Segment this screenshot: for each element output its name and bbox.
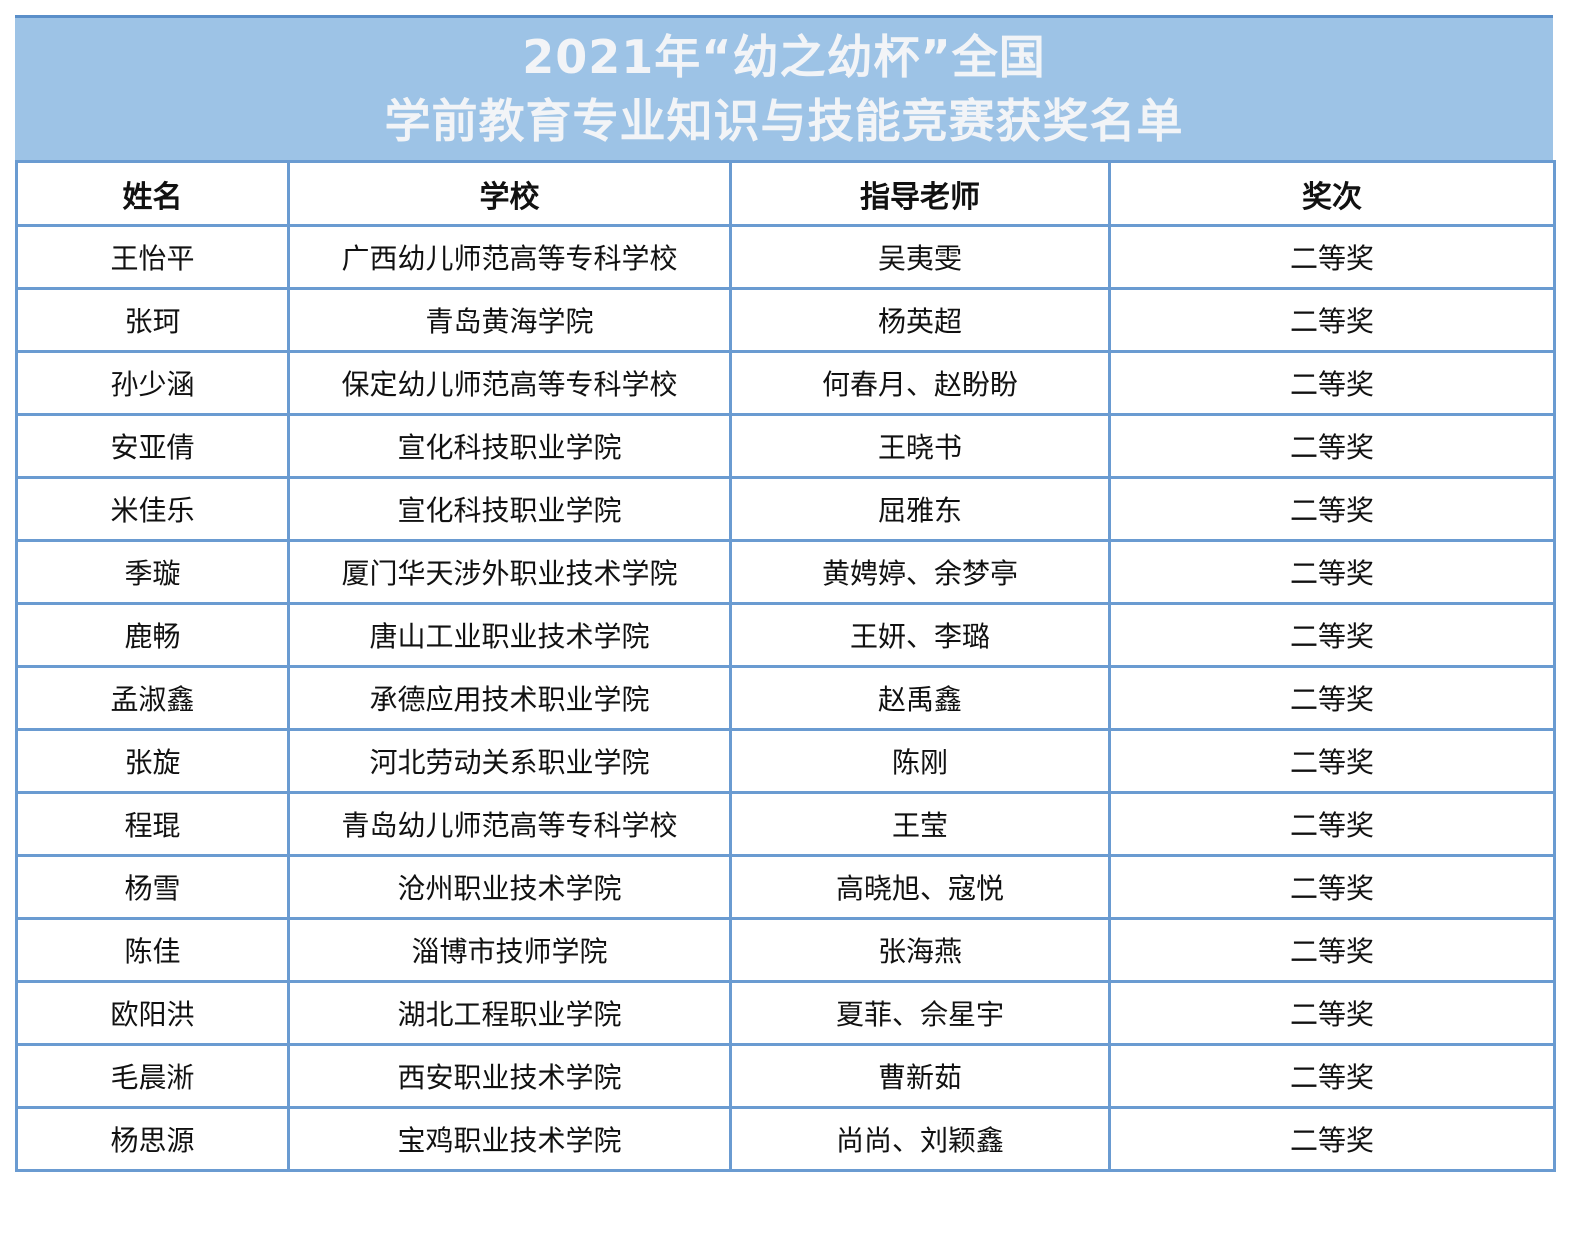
table-row: 张旋 河北劳动关系职业学院 陈刚 二等奖 (15, 728, 1556, 794)
cell-advisor: 王妍、李璐 (729, 602, 1111, 668)
cell-award: 二等奖 (1108, 728, 1556, 794)
cell-name: 张旋 (15, 728, 290, 794)
cell-school: 宣化科技职业学院 (287, 476, 732, 542)
cell-award: 二等奖 (1108, 665, 1556, 731)
cell-advisor: 杨英超 (729, 287, 1111, 353)
table-row: 孙少涵 保定幼儿师范高等专科学校 何春月、赵盼盼 二等奖 (15, 350, 1556, 416)
title-line-1: 2021年“幼之幼杯”全国 (522, 30, 1046, 84)
table-row: 安亚倩 宣化科技职业学院 王晓书 二等奖 (15, 413, 1556, 479)
table-row: 毛晨淅 西安职业技术学院 曹新茹 二等奖 (15, 1043, 1556, 1109)
award-table: 姓名 学校 指导老师 奖次 王怡平 广西幼儿师范高等专科学校 吴夷雯 二等奖 张珂 青岛黄海学院… (15, 160, 1556, 1172)
cell-school: 湖北工程职业学院 (287, 980, 732, 1046)
cell-school: 保定幼儿师范高等专科学校 (287, 350, 732, 416)
table-row: 季璇 厦门华天涉外职业技术学院 黄娉婷、余梦亭 二等奖 (15, 539, 1556, 605)
column-header-school: 学校 (287, 160, 732, 227)
cell-advisor: 黄娉婷、余梦亭 (729, 539, 1111, 605)
cell-name: 杨思源 (15, 1106, 290, 1172)
cell-school: 广西幼儿师范高等专科学校 (287, 224, 732, 290)
column-header-award: 奖次 (1108, 160, 1556, 227)
cell-school: 青岛黄海学院 (287, 287, 732, 353)
cell-award: 二等奖 (1108, 413, 1556, 479)
cell-name: 孟淑鑫 (15, 665, 290, 731)
cell-school: 宝鸡职业技术学院 (287, 1106, 732, 1172)
cell-advisor: 陈刚 (729, 728, 1111, 794)
award-list: 2021年“幼之幼杯”全国 学前教育专业知识与技能竞赛获奖名单 姓名 学校 指导老师… (15, 15, 1556, 1172)
cell-name: 程琨 (15, 791, 290, 857)
cell-advisor: 王晓书 (729, 413, 1111, 479)
cell-name: 欧阳洪 (15, 980, 290, 1046)
cell-advisor: 高晓旭、寇悦 (729, 854, 1111, 920)
cell-name: 陈佳 (15, 917, 290, 983)
cell-school: 承德应用技术职业学院 (287, 665, 732, 731)
table-row: 张珂 青岛黄海学院 杨英超 二等奖 (15, 287, 1556, 353)
table-row: 陈佳 淄博市技师学院 张海燕 二等奖 (15, 917, 1556, 983)
cell-advisor: 屈雅东 (729, 476, 1111, 542)
cell-name: 王怡平 (15, 224, 290, 290)
table-row: 欧阳洪 湖北工程职业学院 夏菲、佘星宇 二等奖 (15, 980, 1556, 1046)
cell-school: 沧州职业技术学院 (287, 854, 732, 920)
cell-school: 河北劳动关系职业学院 (287, 728, 732, 794)
cell-award: 二等奖 (1108, 1106, 1556, 1172)
column-header-name: 姓名 (15, 160, 290, 227)
cell-award: 二等奖 (1108, 980, 1556, 1046)
cell-award: 二等奖 (1108, 791, 1556, 857)
cell-name: 杨雪 (15, 854, 290, 920)
cell-school: 西安职业技术学院 (287, 1043, 732, 1109)
cell-school: 唐山工业职业技术学院 (287, 602, 732, 668)
cell-name: 鹿畅 (15, 602, 290, 668)
cell-award: 二等奖 (1108, 287, 1556, 353)
cell-advisor: 曹新茹 (729, 1043, 1111, 1109)
title-banner: 2021年“幼之幼杯”全国 学前教育专业知识与技能竞赛获奖名单 (15, 15, 1553, 160)
cell-school: 厦门华天涉外职业技术学院 (287, 539, 732, 605)
cell-award: 二等奖 (1108, 917, 1556, 983)
cell-award: 二等奖 (1108, 602, 1556, 668)
cell-award: 二等奖 (1108, 350, 1556, 416)
cell-award: 二等奖 (1108, 854, 1556, 920)
cell-name: 张珂 (15, 287, 290, 353)
cell-school: 青岛幼儿师范高等专科学校 (287, 791, 732, 857)
cell-name: 安亚倩 (15, 413, 290, 479)
cell-name: 孙少涵 (15, 350, 290, 416)
cell-award: 二等奖 (1108, 539, 1556, 605)
cell-award: 二等奖 (1108, 476, 1556, 542)
table-row: 王怡平 广西幼儿师范高等专科学校 吴夷雯 二等奖 (15, 224, 1556, 290)
cell-advisor: 张海燕 (729, 917, 1111, 983)
cell-name: 米佳乐 (15, 476, 290, 542)
cell-advisor: 吴夷雯 (729, 224, 1111, 290)
cell-advisor: 王莹 (729, 791, 1111, 857)
cell-award: 二等奖 (1108, 1043, 1556, 1109)
title-line-2: 学前教育专业知识与技能竞赛获奖名单 (384, 94, 1184, 148)
cell-name: 季璇 (15, 539, 290, 605)
table-row: 杨雪 沧州职业技术学院 高晓旭、寇悦 二等奖 (15, 854, 1556, 920)
header-row: 姓名 学校 指导老师 奖次 (15, 160, 1556, 227)
cell-name: 毛晨淅 (15, 1043, 290, 1109)
cell-school: 淄博市技师学院 (287, 917, 732, 983)
column-header-advisor: 指导老师 (729, 160, 1111, 227)
table-row: 鹿畅 唐山工业职业技术学院 王妍、李璐 二等奖 (15, 602, 1556, 668)
cell-advisor: 何春月、赵盼盼 (729, 350, 1111, 416)
cell-advisor: 尚尚、刘颖鑫 (729, 1106, 1111, 1172)
cell-school: 宣化科技职业学院 (287, 413, 732, 479)
table-row: 程琨 青岛幼儿师范高等专科学校 王莹 二等奖 (15, 791, 1556, 857)
cell-advisor: 赵禹鑫 (729, 665, 1111, 731)
cell-award: 二等奖 (1108, 224, 1556, 290)
table-row: 孟淑鑫 承德应用技术职业学院 赵禹鑫 二等奖 (15, 665, 1556, 731)
cell-advisor: 夏菲、佘星宇 (729, 980, 1111, 1046)
table-row: 杨思源 宝鸡职业技术学院 尚尚、刘颖鑫 二等奖 (15, 1106, 1556, 1172)
table-row: 米佳乐 宣化科技职业学院 屈雅东 二等奖 (15, 476, 1556, 542)
